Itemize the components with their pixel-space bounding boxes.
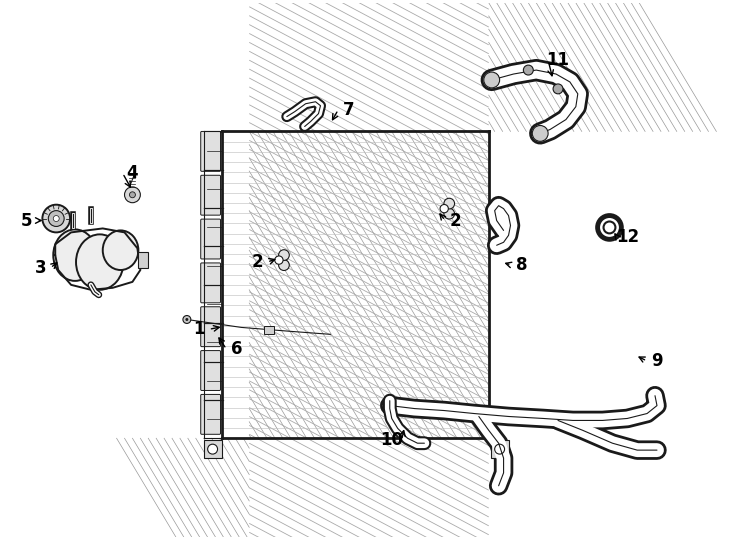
Text: 3: 3	[34, 259, 46, 277]
Bar	[204, 440, 222, 458]
Circle shape	[279, 249, 289, 260]
Ellipse shape	[103, 231, 139, 270]
Circle shape	[495, 444, 504, 454]
Ellipse shape	[76, 234, 123, 290]
Circle shape	[183, 315, 191, 323]
Circle shape	[444, 198, 454, 209]
Circle shape	[553, 84, 563, 94]
Circle shape	[597, 215, 622, 239]
FancyBboxPatch shape	[200, 176, 220, 215]
Circle shape	[279, 260, 289, 271]
Circle shape	[54, 215, 59, 221]
Circle shape	[532, 125, 548, 141]
Text: 9: 9	[651, 352, 663, 370]
Circle shape	[603, 221, 615, 233]
Text: 10: 10	[380, 431, 403, 449]
FancyBboxPatch shape	[200, 263, 220, 303]
Circle shape	[523, 65, 534, 75]
Text: 5: 5	[21, 212, 32, 230]
FancyBboxPatch shape	[200, 350, 220, 390]
Text: 8: 8	[516, 256, 527, 274]
Bar	[491, 440, 509, 458]
Text: 2: 2	[449, 212, 461, 230]
Text: 4: 4	[127, 164, 138, 182]
FancyBboxPatch shape	[200, 131, 220, 171]
Circle shape	[48, 211, 64, 226]
Text: 11: 11	[547, 51, 570, 69]
Circle shape	[275, 256, 283, 264]
Bar	[139, 252, 148, 268]
Circle shape	[43, 205, 70, 232]
Bar	[250, 131, 489, 438]
Bar	[264, 326, 274, 334]
Circle shape	[440, 205, 448, 213]
FancyBboxPatch shape	[200, 307, 220, 347]
Text: 7: 7	[342, 100, 354, 119]
Circle shape	[129, 192, 135, 198]
Circle shape	[208, 444, 217, 454]
Bar	[222, 131, 489, 438]
Ellipse shape	[54, 230, 97, 281]
FancyBboxPatch shape	[200, 219, 220, 259]
Circle shape	[444, 208, 454, 219]
Circle shape	[186, 318, 189, 321]
Circle shape	[125, 187, 140, 202]
Text: 2: 2	[251, 253, 263, 271]
Text: 1: 1	[193, 320, 205, 339]
Circle shape	[484, 72, 500, 88]
Text: 6: 6	[230, 340, 242, 358]
Text: 12: 12	[616, 228, 639, 246]
FancyBboxPatch shape	[200, 394, 220, 434]
